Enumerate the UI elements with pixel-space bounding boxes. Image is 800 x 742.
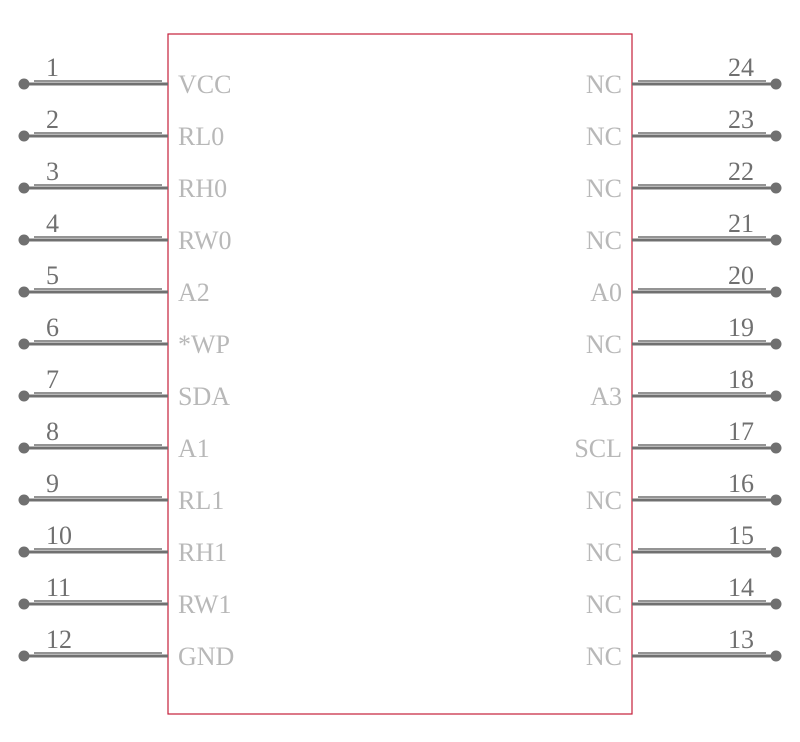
pin-number: 15 [728,521,754,550]
pin-dot [771,235,782,246]
pin-label: RL0 [178,122,224,151]
pin-number: 9 [46,469,59,498]
pin-label: VCC [178,70,231,99]
pin-label: NC [586,226,622,255]
pin-label: A1 [178,434,210,463]
pin-label: SDA [178,382,230,411]
pin-label: NC [586,486,622,515]
pin-dot [19,79,30,90]
pin-dot [19,183,30,194]
pin-dot [771,79,782,90]
pin-number: 10 [46,521,72,550]
pin-number: 22 [728,157,754,186]
pin-label: NC [586,70,622,99]
pin-number: 11 [46,573,71,602]
pin-number: 1 [46,53,59,82]
pin-dot [771,599,782,610]
pin-dot [19,651,30,662]
pin-label: RL1 [178,486,224,515]
pin-number: 13 [728,625,754,654]
schematic-diagram: 1 VCC 2 RL0 3 RH0 4 RW0 5 A2 6 *WP 7 SDA 8 A1 9 RL1 10 RH1 1… [0,0,800,742]
pin-label: A2 [178,278,210,307]
pin-number: 4 [46,209,59,238]
pin-dot [771,495,782,506]
pin-label: *WP [178,330,230,359]
pin-number: 5 [46,261,59,290]
pin-dot [19,235,30,246]
pin-dot [771,287,782,298]
pin-dot [771,339,782,350]
pin-label: RW0 [178,226,231,255]
pin-dot [771,131,782,142]
pin-number: 19 [728,313,754,342]
pin-number: 16 [728,469,754,498]
pin-number: 24 [728,53,754,82]
pin-number: 17 [728,417,754,446]
pin-label: NC [586,590,622,619]
pin-dot [771,651,782,662]
pin-dot [771,391,782,402]
pin-number: 6 [46,313,59,342]
pin-dot [19,131,30,142]
pin-number: 21 [728,209,754,238]
pin-dot [771,547,782,558]
pin-dot [19,339,30,350]
pin-label: RW1 [178,590,231,619]
pin-number: 14 [728,573,754,602]
pin-label: RH1 [178,538,227,567]
chip-body [168,34,632,714]
pin-label: GND [178,642,234,671]
pin-label: NC [586,174,622,203]
pin-dot [19,391,30,402]
pin-label: NC [586,330,622,359]
pin-number: 12 [46,625,72,654]
pin-number: 3 [46,157,59,186]
pin-label: NC [586,538,622,567]
pin-dot [771,183,782,194]
pin-dot [19,287,30,298]
pin-dot [19,599,30,610]
pin-label: SCL [574,434,622,463]
pin-number: 8 [46,417,59,446]
pin-dot [19,547,30,558]
pin-dot [19,495,30,506]
pin-number: 20 [728,261,754,290]
pin-number: 7 [46,365,59,394]
pin-dot [771,443,782,454]
pin-number: 2 [46,105,59,134]
pin-dot [19,443,30,454]
pin-label: A3 [590,382,622,411]
pin-label: NC [586,122,622,151]
pin-label: NC [586,642,622,671]
pin-label: RH0 [178,174,227,203]
pin-label: A0 [590,278,622,307]
pin-number: 18 [728,365,754,394]
pin-number: 23 [728,105,754,134]
